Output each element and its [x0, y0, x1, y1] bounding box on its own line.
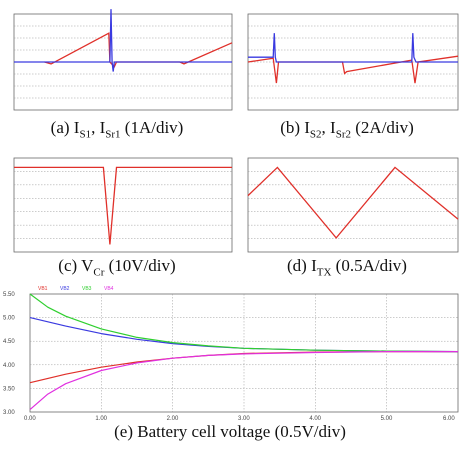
caption-a: (a) IS1, ISr1 (1A/div) [0, 118, 234, 140]
caption-a-text: (a) I [50, 118, 80, 137]
caption-e-text: (e) Battery cell voltage (0.5V/div) [114, 422, 346, 441]
chart-e-plot: 5.50 5.00 4.50 4.00 3.50 3.00 0.00 1.00 2.00 3.00… [3, 286, 459, 422]
x-tick-label: 5.00 [381, 416, 393, 422]
x-tick-label: 6.00 [443, 416, 455, 422]
legend-vb2: VB2 [60, 286, 70, 292]
caption-d: (d) ITX (0.5A/div) [234, 256, 460, 278]
trace-b-blue [248, 33, 458, 63]
caption-e: (e) Battery cell voltage (0.5V/div) [0, 422, 460, 442]
y-tick-label: 4.50 [3, 339, 15, 345]
x-tick-label: 1.00 [95, 416, 107, 422]
panel-d: (d) ITX (0.5A/div) [234, 146, 460, 282]
y-tick-label: 5.50 [3, 292, 15, 298]
caption-b-suffix: (2A/div) [351, 118, 414, 137]
panel-c: (c) VCr (10V/div) [0, 146, 234, 282]
chart-d-plot [247, 157, 459, 253]
x-tick-label: 3.00 [238, 416, 250, 422]
chart-b-plot [247, 13, 459, 111]
trace-b-red [247, 55, 459, 84]
caption-b-mid: , I [321, 118, 336, 137]
caption-c-sub1: Cr [93, 266, 105, 279]
caption-a-mid: , I [91, 118, 106, 137]
chart-c-plot [13, 157, 233, 253]
caption-b-text: (b) I [280, 118, 310, 137]
caption-a-suffix: (1A/div) [120, 118, 184, 137]
x-tick-label: 4.00 [309, 416, 321, 422]
caption-b: (b) IS2, ISr2 (2A/div) [234, 118, 460, 140]
legend-vb1: VB1 [38, 286, 48, 292]
chart-a-plot [13, 9, 233, 111]
trace-d-red [247, 166, 459, 239]
caption-d-suffix: (0.5A/div) [331, 256, 407, 275]
caption-c-text: (c) V [58, 256, 94, 275]
x-tick-label: 2.00 [167, 416, 179, 422]
panel-a: (a) IS1, ISr1 (1A/div) [0, 0, 234, 148]
legend-vb3: VB3 [82, 286, 92, 292]
y-tick-label: 3.00 [3, 410, 15, 416]
caption-b-sub2: Sr2 [335, 128, 351, 141]
caption-a-sub1: S1 [79, 128, 92, 141]
y-tick-label: 4.00 [3, 363, 15, 369]
trace-c-red [14, 166, 232, 245]
caption-c-suffix: (10V/div) [104, 256, 176, 275]
panel-e: 5.50 5.00 4.50 4.00 3.50 3.00 0.00 1.00 2.00 3.00… [0, 282, 460, 452]
caption-d-sub1: TX [316, 266, 332, 279]
panel-b: (b) IS2, ISr2 (2A/div) [234, 0, 460, 148]
plot-frame [247, 157, 459, 253]
caption-c: (c) VCr (10V/div) [0, 256, 234, 278]
legend-vb4: VB4 [104, 286, 114, 292]
caption-d-text: (d) I [287, 256, 317, 275]
y-tick-label: 3.50 [3, 386, 15, 392]
caption-b-sub1: S2 [309, 128, 322, 141]
y-tick-label: 5.00 [3, 316, 15, 322]
caption-a-sub2: Sr1 [105, 128, 121, 141]
plot-frame [13, 157, 233, 253]
series-vb3 [29, 293, 459, 353]
series-vb4 [29, 350, 458, 411]
x-tick-label: 0.00 [24, 416, 36, 422]
trace-a-blue [14, 9, 232, 72]
